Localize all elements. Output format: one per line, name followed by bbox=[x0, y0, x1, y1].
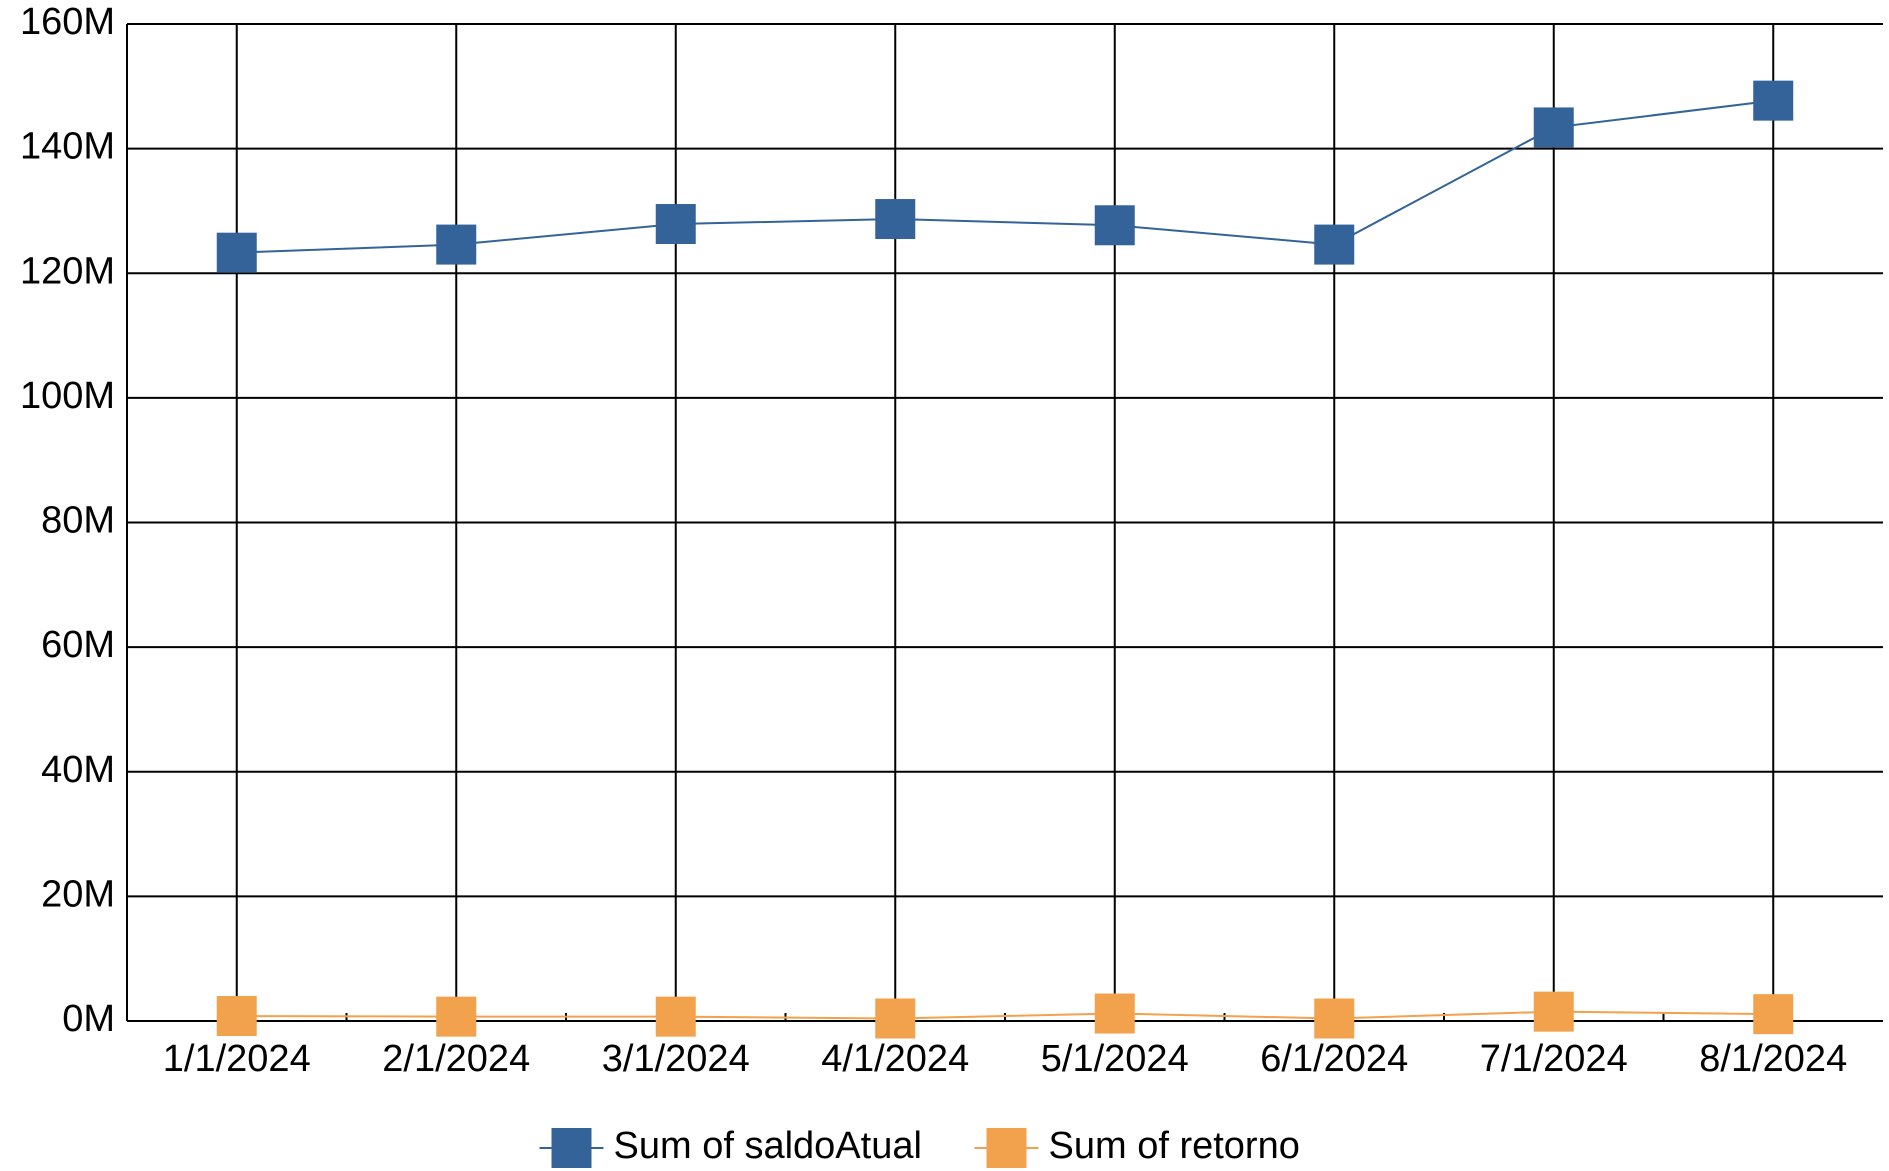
point-marker bbox=[436, 996, 477, 1037]
legend-marker bbox=[986, 1128, 1027, 1168]
x-tick-label: 4/1/2024 bbox=[821, 1038, 969, 1080]
point-marker bbox=[1533, 991, 1574, 1032]
point-marker bbox=[1533, 107, 1574, 148]
x-tick-label: 7/1/2024 bbox=[1480, 1038, 1628, 1080]
point-marker bbox=[216, 996, 257, 1037]
point-marker bbox=[1314, 224, 1355, 265]
point-marker bbox=[875, 998, 916, 1039]
point-marker bbox=[1094, 205, 1135, 246]
x-tick-label: 1/1/2024 bbox=[163, 1038, 311, 1080]
point-marker bbox=[875, 199, 916, 240]
point-marker bbox=[655, 204, 696, 245]
point-marker bbox=[655, 996, 696, 1037]
legend-label: Sum of retorno bbox=[1049, 1125, 1300, 1167]
x-tick-label: 8/1/2024 bbox=[1699, 1038, 1847, 1080]
point-marker bbox=[1753, 80, 1794, 121]
y-tick-label: 60M bbox=[41, 624, 115, 666]
x-tick-label: 6/1/2024 bbox=[1260, 1038, 1408, 1080]
x-tick-label: 3/1/2024 bbox=[602, 1038, 750, 1080]
y-tick-label: 120M bbox=[20, 250, 115, 292]
y-tick-label: 100M bbox=[20, 375, 115, 417]
y-tick-label: 160M bbox=[20, 1, 115, 43]
y-tick-label: 140M bbox=[20, 126, 115, 168]
x-tick-label: 2/1/2024 bbox=[382, 1038, 530, 1080]
series-line bbox=[236, 1010, 1774, 1020]
point-marker bbox=[1753, 994, 1794, 1035]
y-tick-label: 80M bbox=[41, 500, 115, 542]
point-marker bbox=[1314, 998, 1355, 1039]
y-tick-label: 20M bbox=[41, 873, 115, 915]
legend-label: Sum of saldoAtual bbox=[614, 1125, 922, 1167]
y-tick-label: 40M bbox=[41, 749, 115, 791]
point-marker bbox=[1094, 993, 1135, 1034]
point-marker bbox=[436, 224, 477, 265]
series-line bbox=[236, 99, 1774, 254]
x-tick-label: 5/1/2024 bbox=[1041, 1038, 1189, 1080]
point-marker bbox=[216, 232, 257, 273]
legend-marker bbox=[551, 1128, 592, 1168]
y-tick-label: 0M bbox=[62, 998, 115, 1040]
